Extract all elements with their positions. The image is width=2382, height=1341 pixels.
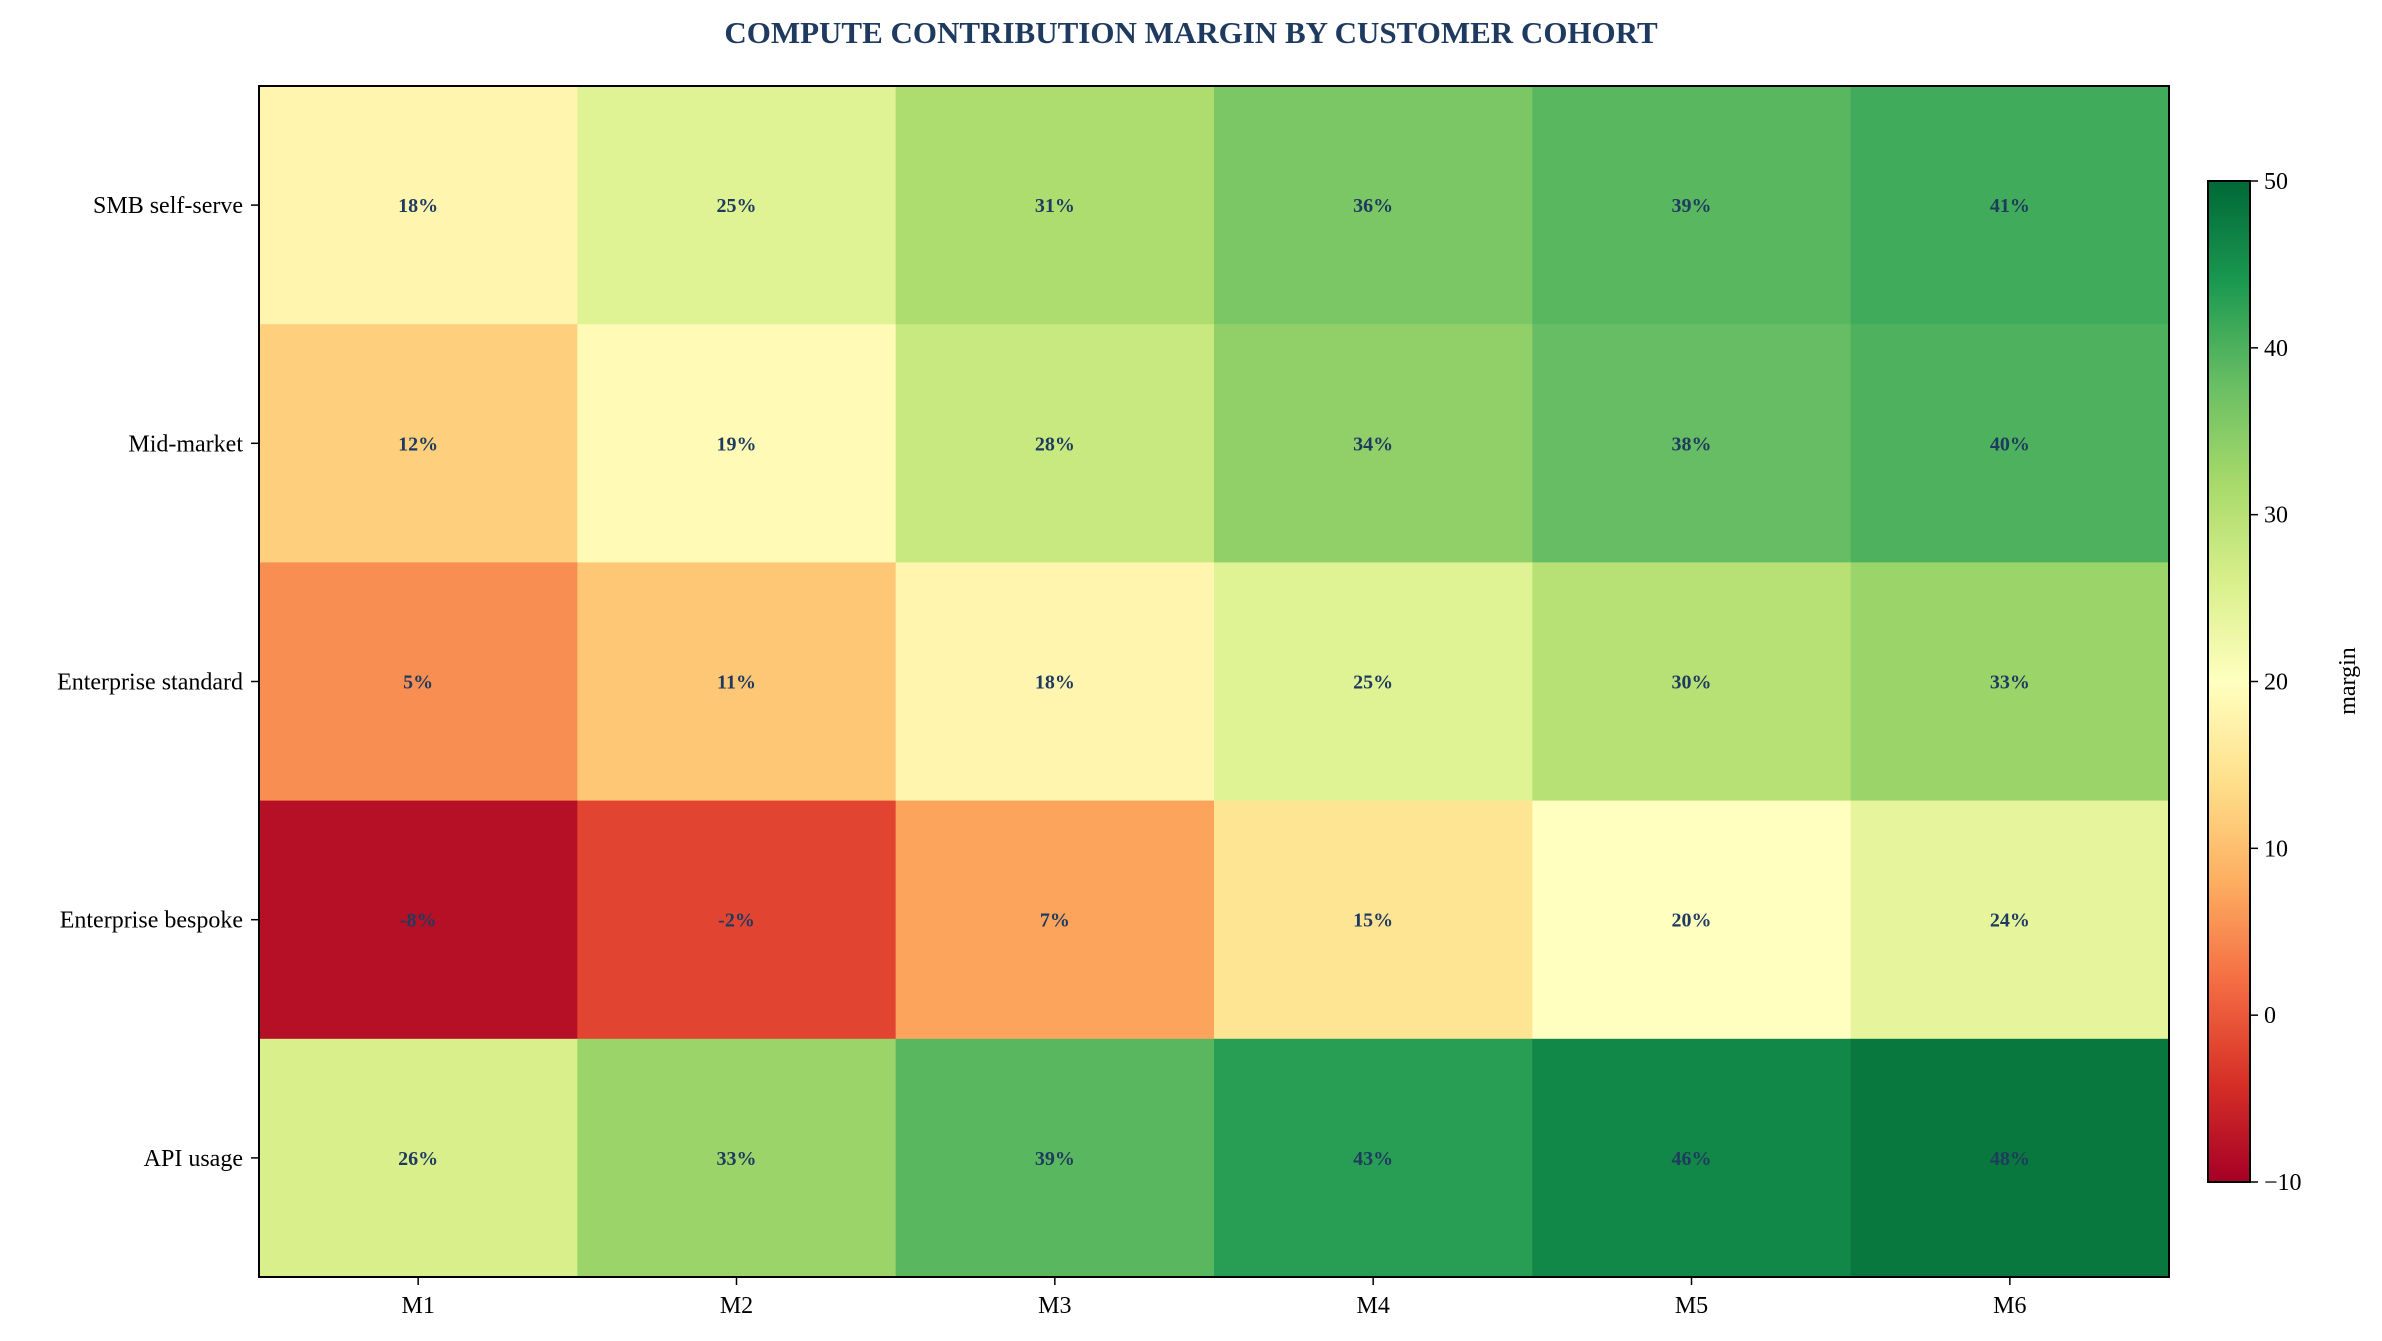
y-tick-label: API usage: [144, 1146, 243, 1172]
x-tick-label: M5: [1675, 1293, 1708, 1319]
colorbar-tick-label: −10: [2264, 1170, 2302, 1196]
heatmap-cell: [1532, 324, 1852, 563]
heatmap-cell: [1850, 324, 2170, 563]
cell-value-label: 40%: [1990, 433, 2030, 455]
colorbar-tick-label: 30: [2264, 503, 2288, 529]
heatmap-cell: [577, 86, 897, 325]
heatmap-cell: [1850, 86, 2170, 325]
cell-value-label: 11%: [717, 672, 756, 694]
x-tick-label: M6: [1993, 1293, 2026, 1319]
cell-value-label: 31%: [1035, 195, 1075, 217]
heatmap-cell: [895, 562, 1215, 802]
cell-value-label: 18%: [398, 195, 438, 217]
y-tick-label: SMB self-serve: [93, 193, 243, 219]
heatmap-cells: [259, 86, 2170, 1278]
cell-value-label: 39%: [1672, 195, 1712, 217]
heatmap-cell: [1850, 800, 2170, 1040]
colorbar-tick-label: 10: [2264, 836, 2288, 862]
cell-value-label: 5%: [403, 672, 433, 694]
cell-value-label: 48%: [1990, 1148, 2030, 1170]
heatmap-cell: [1532, 800, 1852, 1040]
cell-value-label: 19%: [717, 433, 757, 455]
heatmap-cell: [577, 1038, 897, 1278]
cell-value-label: 7%: [1040, 910, 1070, 932]
heatmap-cell: [1214, 562, 1533, 802]
cell-value-label: 18%: [1035, 672, 1075, 694]
cell-value-label: 46%: [1672, 1148, 1712, 1170]
cell-value-label: 39%: [1035, 1148, 1075, 1170]
heatmap-cell: [577, 562, 897, 802]
x-tick-label: M1: [401, 1293, 434, 1319]
heatmap-cell: [259, 324, 578, 563]
heatmap-cell: [1532, 562, 1852, 802]
cell-value-label: 20%: [1672, 910, 1712, 932]
colorbar-tick-label: 40: [2264, 336, 2288, 362]
heatmap-cell: [895, 324, 1215, 563]
heatmap-cell: [259, 800, 578, 1040]
cell-value-label: -2%: [718, 910, 755, 932]
heatmap-cell: [1532, 86, 1852, 325]
colorbar-label: margin: [2335, 647, 2361, 715]
x-tick-label: M2: [720, 1293, 753, 1319]
cell-value-label: 24%: [1990, 910, 2030, 932]
y-tick-label: Mid-market: [128, 431, 243, 457]
cell-value-label: 28%: [1035, 433, 1075, 455]
colorbar-gradient: [2207, 180, 2251, 1183]
cell-value-label: 34%: [1353, 433, 1393, 455]
chart-title: COMPUTE CONTRIBUTION MARGIN BY CUSTOMER …: [724, 15, 1658, 50]
cell-labels: 18% 25% 31% 36% 39% 41% 12% 19% 28% 34% 38% 40% 5% 11…: [398, 195, 2030, 1170]
x-tick-label: M4: [1356, 1293, 1389, 1319]
heatmap-cell: [1532, 1038, 1852, 1278]
heatmap-cell: [895, 1038, 1215, 1278]
colorbar: −10 0 10 20 30 40 50: [2207, 169, 2302, 1196]
heatmap-cell: [577, 324, 897, 563]
heatmap-cell: [895, 86, 1215, 325]
heatmap-cell: [895, 800, 1215, 1040]
heatmap-cell: [1214, 1038, 1533, 1278]
heatmap-cell: [259, 1038, 578, 1278]
cell-value-label: 25%: [717, 195, 757, 217]
cell-value-label: 43%: [1353, 1148, 1393, 1170]
y-tick-label: Enterprise standard: [57, 670, 243, 696]
colorbar-tick-label: 0: [2264, 1003, 2276, 1029]
cell-value-label: 15%: [1353, 910, 1393, 932]
heatmap-cell: [259, 86, 578, 325]
heatmap-cell: [259, 562, 578, 802]
cell-value-label: 26%: [398, 1148, 438, 1170]
cell-value-label: 25%: [1353, 672, 1393, 694]
cell-value-label: 36%: [1353, 195, 1393, 217]
cell-value-label: 33%: [1990, 672, 2030, 694]
cell-value-label: 12%: [398, 433, 438, 455]
colorbar-tick-label: 20: [2264, 670, 2288, 696]
heatmap-cell: [1850, 562, 2170, 802]
x-axis: M1 M2 M3 M4 M5 M6: [401, 1277, 2027, 1319]
cell-value-label: 30%: [1672, 672, 1712, 694]
heatmap-cell: [1850, 1038, 2170, 1278]
heatmap-cell: [1214, 86, 1533, 325]
heatmap-cell: [577, 800, 897, 1040]
y-axis: SMB self-serve Mid-market Enterprise stand…: [57, 193, 259, 1172]
y-tick-label: Enterprise bespoke: [60, 908, 243, 934]
cell-value-label: -8%: [400, 910, 437, 932]
heatmap-cell: [1214, 800, 1533, 1040]
heatmap-cell: [1214, 324, 1533, 563]
colorbar-tick-label: 50: [2264, 169, 2288, 195]
cell-value-label: 33%: [717, 1148, 757, 1170]
cell-value-label: 41%: [1990, 195, 2030, 217]
x-tick-label: M3: [1038, 1293, 1071, 1319]
cell-value-label: 38%: [1672, 433, 1712, 455]
